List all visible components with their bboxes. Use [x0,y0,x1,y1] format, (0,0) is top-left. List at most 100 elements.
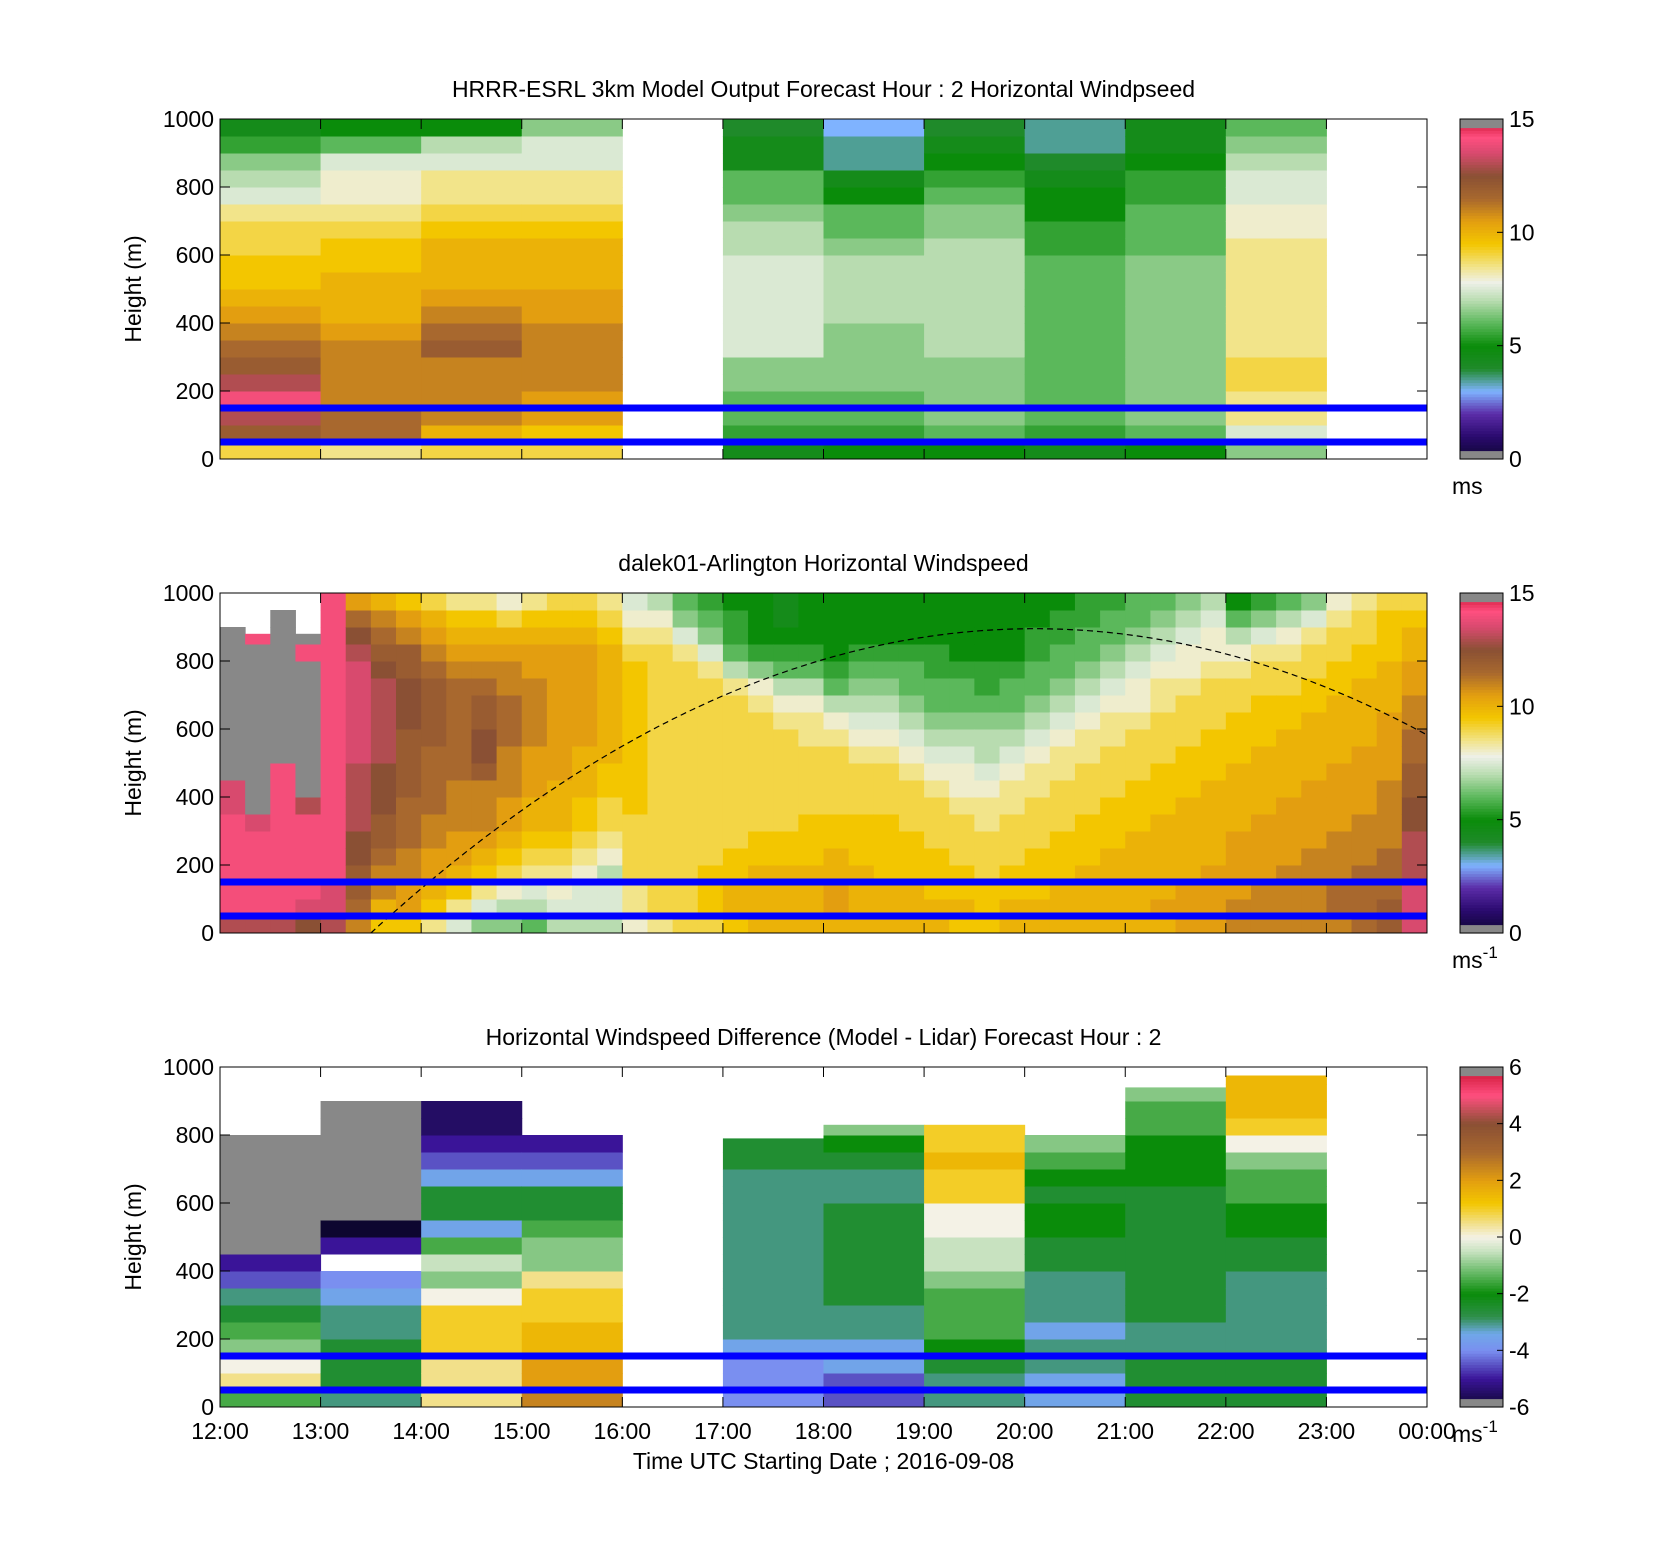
heatmap-cell [924,831,950,849]
colorbar-swatch [1460,782,1503,787]
heatmap-cell [370,712,397,730]
heatmap-cell [295,678,322,696]
heatmap-cell [924,408,1026,426]
heatmap-cell [722,661,749,679]
heatmap-cell [320,729,347,747]
heatmap-cell [496,848,523,866]
colorbar-swatch [1460,161,1503,165]
heatmap-cell [1376,899,1403,917]
heatmap-cell [320,1305,422,1323]
heatmap-cell [270,712,296,730]
heatmap-cell [823,831,850,849]
heatmap-cell [1175,797,1202,815]
heatmap-cell [1225,695,1252,713]
chart-title: Horizontal Windspeed Difference (Model -… [486,1024,1162,1050]
colorbar-swatch [1460,433,1503,437]
heatmap-cell [220,814,246,832]
heatmap-cell [798,593,824,611]
heatmap-cell [773,729,799,747]
heatmap-cell [848,848,875,866]
heatmap-cell [924,729,950,747]
y-tick-label: 200 [176,378,214,404]
heatmap-cell [848,644,875,662]
colorbar-swatch [1460,683,1503,688]
heatmap-cell [823,1124,925,1136]
heatmap-cell [722,831,749,849]
heatmap-cell [446,729,472,747]
heatmap-cell [521,204,623,222]
heatmap-cell [873,831,900,849]
heatmap-cell [1376,610,1403,628]
heatmap-cell [521,119,623,137]
heatmap-cell [823,119,925,137]
heatmap-cell [1024,340,1126,358]
heatmap-cell [1024,153,1126,171]
colorbar-swatch [1460,1322,1503,1326]
heatmap-cell [924,1152,1026,1170]
colorbar-swatch [1460,697,1503,702]
colorbar-swatch [1460,308,1503,313]
heatmap-cell [446,627,472,645]
heatmap-cell [949,644,975,662]
colorbar-swatch [1460,422,1503,426]
colorbar-swatch [1460,127,1503,131]
heatmap-cell [823,763,850,781]
heatmap-cell [1150,899,1177,917]
colorbar-swatch [1460,1293,1503,1298]
colorbar-swatch [1460,303,1503,307]
heatmap-cell [1175,644,1202,662]
heatmap-cell [220,323,322,341]
x-tick-label: 12:00 [191,1418,249,1444]
heatmap-cell [345,610,372,628]
heatmap-cell [1049,882,1076,900]
heatmap-cell [546,865,573,883]
heatmap-cell [1125,1186,1227,1204]
heatmap-cell [1024,882,1051,900]
heatmap-cell [1401,882,1428,900]
colorbar-swatch [1460,649,1503,654]
heatmap-cell [748,661,774,679]
heatmap-cell [1225,729,1252,747]
colorbar-swatch [1460,686,1503,690]
heatmap-cell [1225,408,1327,426]
heatmap-cell [697,729,724,747]
heatmap-cell [1225,1135,1327,1153]
colorbar-swatch [1460,1205,1503,1210]
colorbar-swatch [1460,856,1503,860]
colorbar-swatch [1460,646,1503,651]
heatmap-cell [521,391,623,409]
heatmap-cell [748,899,774,917]
heatmap-cell [773,882,799,900]
heatmap-cell [1200,814,1227,832]
heatmap-cell [1225,610,1252,628]
heatmap-cell [1024,1152,1126,1170]
heatmap-cell [622,644,648,662]
heatmap-cell [848,763,875,781]
heatmap-cell [949,763,975,781]
heatmap-cell [1150,916,1177,934]
heatmap-cell [974,627,1001,645]
heatmap-cell [773,916,799,934]
heatmap-cell [949,678,975,696]
heatmap-cell [823,695,850,713]
heatmap-cell [270,695,296,713]
heatmap-cell [1200,712,1227,730]
colorbar-swatch [1460,700,1503,705]
colorbar-swatch [1460,1279,1503,1283]
heatmap-cell [1150,763,1177,781]
heatmap-cell [471,678,498,696]
heatmap-cell [798,695,824,713]
heatmap-cell [1401,729,1428,747]
heatmap-cell [1125,644,1151,662]
colorbar-swatch [1460,1112,1503,1116]
heatmap-cell [1225,899,1252,917]
heatmap-cell [1024,1339,1126,1357]
colorbar-swatch [1460,410,1503,415]
heatmap-cell [1225,1339,1327,1357]
heatmap-cell [220,1152,322,1170]
colorbar-swatch [1460,794,1503,798]
heatmap-cell [798,831,824,849]
y-tick-label: 400 [176,784,214,810]
heatmap-cell [622,746,648,764]
heatmap-cell [672,678,699,696]
